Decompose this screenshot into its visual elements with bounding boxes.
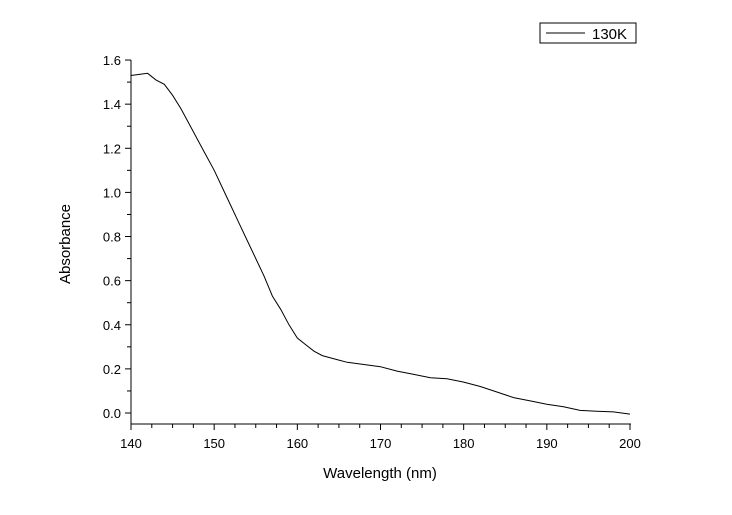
x-tick-label: 200 (619, 436, 641, 451)
x-tick-label: 140 (120, 436, 142, 451)
x-tick-label: 160 (286, 436, 308, 451)
x-tick-label: 190 (536, 436, 558, 451)
y-tick-label: 0.8 (103, 230, 121, 245)
y-tick-label: 1.6 (103, 53, 121, 68)
legend-box (539, 22, 637, 44)
y-tick-label: 1.4 (103, 97, 121, 112)
legend: 130K (539, 22, 637, 44)
legend-label: 130K (592, 26, 627, 43)
x-tick-label: 150 (203, 436, 225, 451)
y-tick-label: 1.0 (103, 185, 121, 200)
y-tick-label: 1.2 (103, 141, 121, 156)
x-tick-label: 180 (453, 436, 475, 451)
series-line-130K (130, 72, 631, 415)
y-tick-label: 0.6 (103, 274, 121, 289)
y-tick-label: 0.0 (103, 406, 121, 421)
y-tick-label: 0.2 (103, 362, 121, 377)
x-axis-label: Wavelength (nm) (323, 465, 437, 482)
axes: 140 150 160 170 180 190 200 0.0 0.2 0.4 0.6 0.8 1.0 1… (103, 53, 641, 451)
y-axis-label: Absorbance (57, 204, 74, 284)
x-tick-label: 170 (370, 436, 392, 451)
y-tick-label: 0.4 (103, 318, 121, 333)
